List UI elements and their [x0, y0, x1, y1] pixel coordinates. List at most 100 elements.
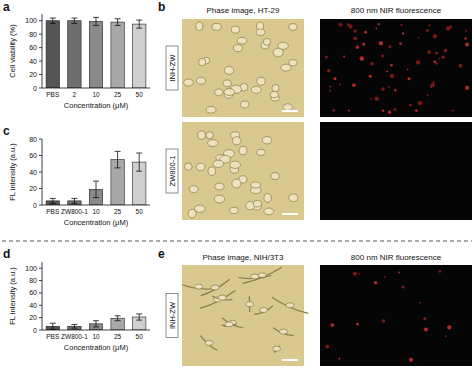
signal-dot [379, 41, 383, 45]
signal-dot [353, 36, 357, 40]
x-tick-label: 50 [136, 91, 144, 98]
signal-dot [353, 29, 356, 32]
y-tick [39, 317, 42, 318]
row-label-box [166, 294, 178, 338]
signal-dot [407, 77, 410, 80]
cell [198, 131, 206, 139]
signal-dot [416, 60, 420, 64]
cells [182, 267, 308, 352]
error-cap [93, 17, 99, 18]
y-tick-label: 20 [29, 314, 37, 321]
cell [214, 195, 224, 203]
y-tick [39, 188, 42, 189]
fibroblast [222, 318, 243, 328]
cell [237, 37, 247, 44]
error-bar [136, 20, 142, 28]
figure: abcde020406080100PBS2102550Concentration… [0, 0, 474, 370]
signal-dot [418, 101, 422, 105]
signal-dot [433, 34, 437, 38]
error-cap [71, 324, 77, 325]
cell [230, 161, 241, 168]
image-title: Phase image, HT-29 [207, 6, 280, 15]
error-cap [50, 23, 56, 24]
row-label: INH-ZW [168, 301, 177, 329]
signal-dot [374, 281, 377, 284]
error-bar [71, 324, 77, 328]
signal-dot [352, 83, 356, 87]
image-title: 800 nm NIR fluorescence [351, 6, 442, 15]
signal-dot [445, 335, 447, 337]
error-cap [136, 153, 142, 154]
scale-bar [282, 110, 298, 112]
signal-dot [370, 98, 372, 100]
cell [251, 86, 261, 93]
bar-chart: 020406080100PBSZW800-1102550Concentratio… [8, 262, 150, 352]
error-bar [93, 181, 99, 198]
signal-dot [423, 317, 426, 320]
cell [270, 92, 278, 98]
error-cap [115, 18, 121, 19]
cell [196, 77, 205, 84]
error-stem [96, 321, 97, 327]
row-label-box [166, 149, 178, 193]
signal-dot [343, 55, 345, 57]
signal-dot [394, 89, 396, 91]
signal [325, 270, 451, 362]
signal-dot [390, 64, 393, 67]
cell [271, 173, 279, 180]
signal-dot [362, 43, 365, 46]
bar [111, 22, 124, 88]
signal-dot [435, 52, 438, 55]
x-tick-label: 50 [136, 208, 144, 215]
cell [251, 182, 260, 188]
signal-dot [459, 64, 463, 68]
signal-dot [409, 104, 412, 107]
error-cap [93, 320, 99, 321]
y-axis [42, 262, 43, 330]
cell [289, 60, 297, 66]
error-stem [74, 18, 75, 23]
signal-dot [375, 28, 377, 30]
error-cap [50, 198, 56, 199]
cell [196, 22, 203, 30]
cell [264, 194, 271, 203]
signal-dot [382, 109, 385, 112]
x-axis [42, 330, 150, 331]
cell [212, 23, 221, 30]
scale-bar [282, 359, 298, 361]
cell-body [225, 322, 233, 327]
y-tick [39, 47, 42, 48]
fibroblast [201, 279, 230, 295]
signal-dot [464, 37, 466, 39]
signal-dot [446, 26, 450, 30]
error-cap [115, 167, 121, 168]
y-tick-label: 100 [25, 17, 37, 24]
row-label: ZW800-1 [168, 156, 177, 187]
signal-dot [430, 83, 434, 87]
signal-dot [325, 345, 329, 349]
signal-dot [360, 56, 364, 60]
y-tick [39, 268, 42, 269]
cell [184, 79, 194, 86]
y-tick [39, 155, 42, 156]
image-title: Phase image, NIH/3T3 [203, 253, 284, 262]
error-bar [50, 198, 56, 203]
cell [262, 137, 272, 144]
plot-area [46, 314, 146, 330]
cell-body [195, 284, 203, 289]
signal-dot [327, 69, 330, 72]
error-bar [115, 316, 121, 321]
cell [239, 146, 247, 155]
cell [264, 208, 274, 215]
image-panel: Phase image, NIH/3T3800 nm NIR fluoresce… [166, 253, 472, 366]
error-cap [93, 181, 99, 182]
fibroblast [212, 296, 232, 300]
signal-dot [426, 29, 429, 32]
y-axis-label: FL intensity (a.u.) [8, 143, 17, 201]
cell [199, 58, 206, 66]
x-tick-label: 10 [92, 333, 100, 340]
y-tick-label: 40 [29, 169, 37, 176]
cell [184, 163, 192, 170]
signal-dot [402, 32, 404, 34]
cell [224, 66, 234, 74]
